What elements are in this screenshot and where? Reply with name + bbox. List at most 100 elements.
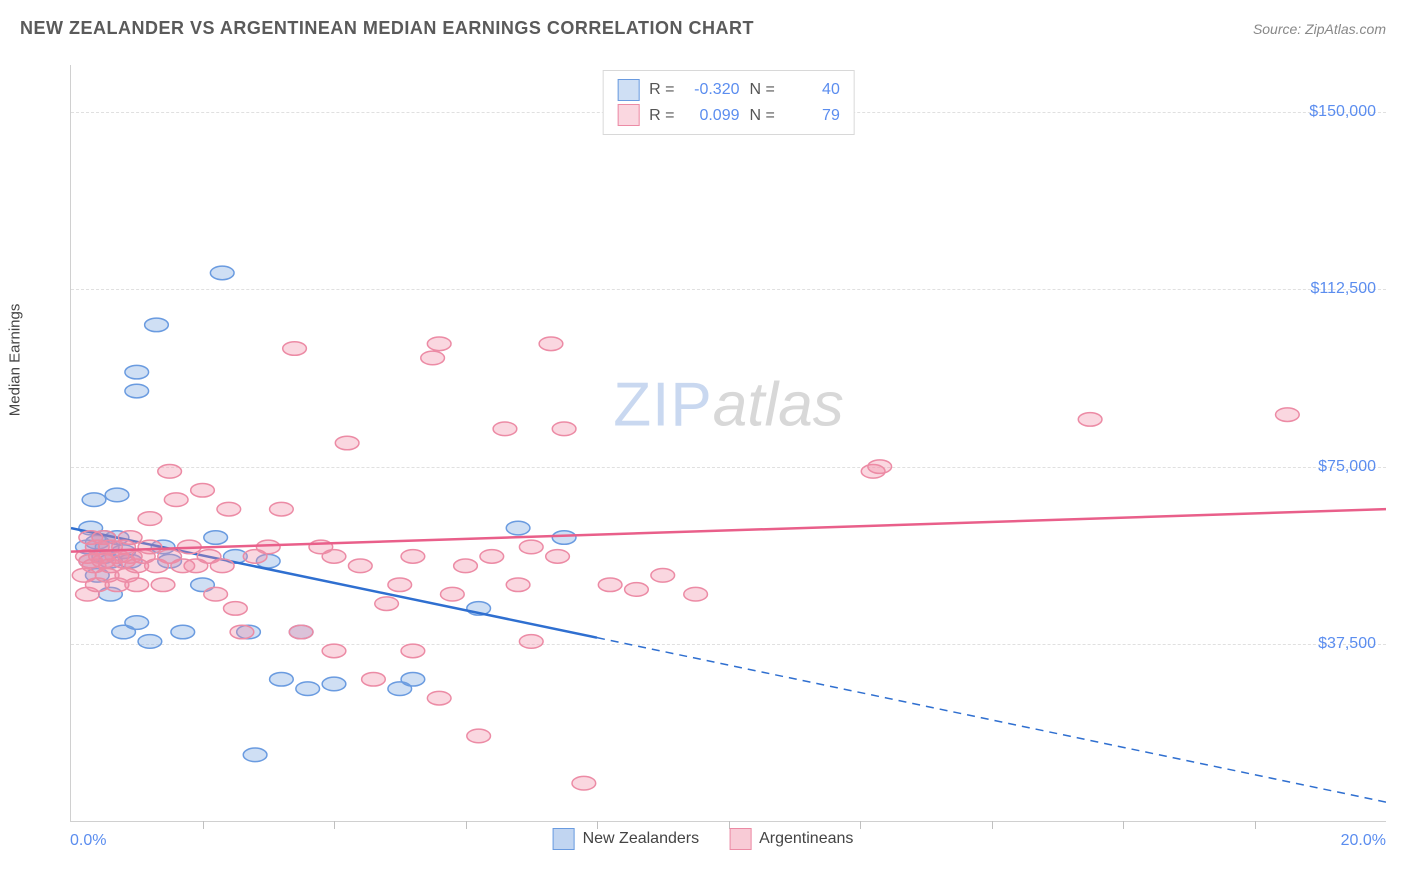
scatter-point bbox=[204, 587, 228, 601]
legend-swatch-0 bbox=[553, 828, 575, 850]
scatter-point bbox=[270, 502, 294, 516]
scatter-point bbox=[467, 729, 491, 743]
series-legend: New Zealanders Argentineans bbox=[553, 828, 854, 850]
source-prefix: Source: bbox=[1253, 21, 1305, 37]
correlation-row-0: R = -0.320 N = 40 bbox=[617, 77, 840, 103]
scatter-point bbox=[1078, 413, 1102, 427]
scatter-point bbox=[270, 672, 294, 686]
x-tick bbox=[203, 821, 204, 829]
source-name: ZipAtlas.com bbox=[1305, 21, 1386, 37]
legend-swatch-1 bbox=[729, 828, 751, 850]
x-label-max: 20.0% bbox=[1341, 832, 1386, 850]
scatter-point bbox=[427, 337, 451, 351]
scatter-point bbox=[145, 318, 169, 332]
scatter-point bbox=[427, 691, 451, 705]
scatter-point bbox=[283, 342, 307, 356]
scatter-point bbox=[335, 436, 359, 450]
swatch-series-0 bbox=[617, 79, 639, 101]
scatter-point bbox=[493, 422, 517, 436]
scatter-point bbox=[506, 521, 530, 535]
scatter-point bbox=[158, 465, 182, 479]
scatter-point bbox=[684, 587, 708, 601]
scatter-point bbox=[125, 384, 149, 398]
scatter-point bbox=[171, 625, 195, 639]
scatter-point bbox=[138, 512, 162, 526]
scatter-point bbox=[552, 422, 576, 436]
scatter-point bbox=[572, 776, 596, 790]
scatter-point bbox=[362, 672, 386, 686]
scatter-point bbox=[210, 266, 234, 280]
r-label: R = bbox=[649, 77, 674, 103]
source-attribution: Source: ZipAtlas.com bbox=[1253, 21, 1386, 37]
scatter-plot-svg bbox=[71, 65, 1386, 821]
scatter-point bbox=[421, 351, 445, 365]
x-label-min: 0.0% bbox=[70, 832, 106, 850]
n-value-1: 79 bbox=[785, 103, 840, 129]
x-tick bbox=[1123, 821, 1124, 829]
scatter-point bbox=[138, 540, 162, 554]
n-label: N = bbox=[750, 77, 775, 103]
scatter-point bbox=[539, 337, 563, 351]
chart-header: NEW ZEALANDER VS ARGENTINEAN MEDIAN EARN… bbox=[20, 18, 1386, 39]
scatter-point bbox=[125, 365, 149, 379]
scatter-point bbox=[191, 483, 215, 497]
scatter-point bbox=[118, 531, 142, 545]
chart-title: NEW ZEALANDER VS ARGENTINEAN MEDIAN EARN… bbox=[20, 18, 754, 39]
scatter-point bbox=[125, 616, 149, 630]
scatter-point bbox=[138, 635, 162, 649]
scatter-point bbox=[552, 531, 576, 545]
x-tick bbox=[334, 821, 335, 829]
scatter-point bbox=[598, 578, 622, 592]
scatter-point bbox=[230, 625, 254, 639]
scatter-point bbox=[388, 578, 412, 592]
scatter-point bbox=[401, 550, 425, 564]
scatter-point bbox=[519, 540, 543, 554]
y-axis-label: Median Earnings bbox=[7, 303, 24, 416]
scatter-point bbox=[625, 583, 649, 597]
legend-label-0: New Zealanders bbox=[583, 830, 700, 848]
n-value-0: 40 bbox=[785, 77, 840, 103]
scatter-point bbox=[868, 460, 892, 474]
scatter-point bbox=[441, 587, 465, 601]
scatter-point bbox=[348, 559, 372, 573]
scatter-point bbox=[322, 644, 346, 658]
correlation-legend: R = -0.320 N = 40 R = 0.099 N = 79 bbox=[602, 70, 855, 135]
scatter-point bbox=[546, 550, 570, 564]
x-tick bbox=[860, 821, 861, 829]
scatter-point bbox=[480, 550, 504, 564]
legend-item-0: New Zealanders bbox=[553, 828, 700, 850]
correlation-row-1: R = 0.099 N = 79 bbox=[617, 103, 840, 129]
legend-label-1: Argentineans bbox=[759, 830, 853, 848]
scatter-point bbox=[519, 635, 543, 649]
scatter-point bbox=[256, 540, 280, 554]
scatter-point bbox=[125, 578, 149, 592]
x-tick bbox=[1255, 821, 1256, 829]
scatter-point bbox=[151, 578, 175, 592]
r-value-1: 0.099 bbox=[685, 103, 740, 129]
scatter-point bbox=[289, 625, 313, 639]
swatch-series-1 bbox=[617, 104, 639, 126]
scatter-point bbox=[322, 550, 346, 564]
r-value-0: -0.320 bbox=[685, 77, 740, 103]
scatter-point bbox=[204, 531, 228, 545]
scatter-point bbox=[651, 568, 675, 582]
n-label: N = bbox=[750, 103, 775, 129]
x-tick bbox=[466, 821, 467, 829]
regression-line-dashed bbox=[597, 638, 1386, 802]
plot-area: ZIPatlas R = -0.320 N = 40 R = 0.099 N =… bbox=[70, 65, 1386, 822]
chart-container: Median Earnings ZIPatlas R = -0.320 N = … bbox=[20, 55, 1386, 872]
scatter-point bbox=[401, 644, 425, 658]
scatter-point bbox=[224, 602, 248, 616]
scatter-point bbox=[1276, 408, 1300, 422]
scatter-point bbox=[296, 682, 320, 696]
scatter-point bbox=[454, 559, 478, 573]
scatter-point bbox=[210, 559, 234, 573]
x-tick bbox=[992, 821, 993, 829]
r-label: R = bbox=[649, 103, 674, 129]
scatter-point bbox=[217, 502, 241, 516]
scatter-point bbox=[375, 597, 399, 611]
scatter-point bbox=[243, 748, 267, 762]
scatter-point bbox=[506, 578, 530, 592]
legend-item-1: Argentineans bbox=[729, 828, 853, 850]
scatter-point bbox=[322, 677, 346, 691]
